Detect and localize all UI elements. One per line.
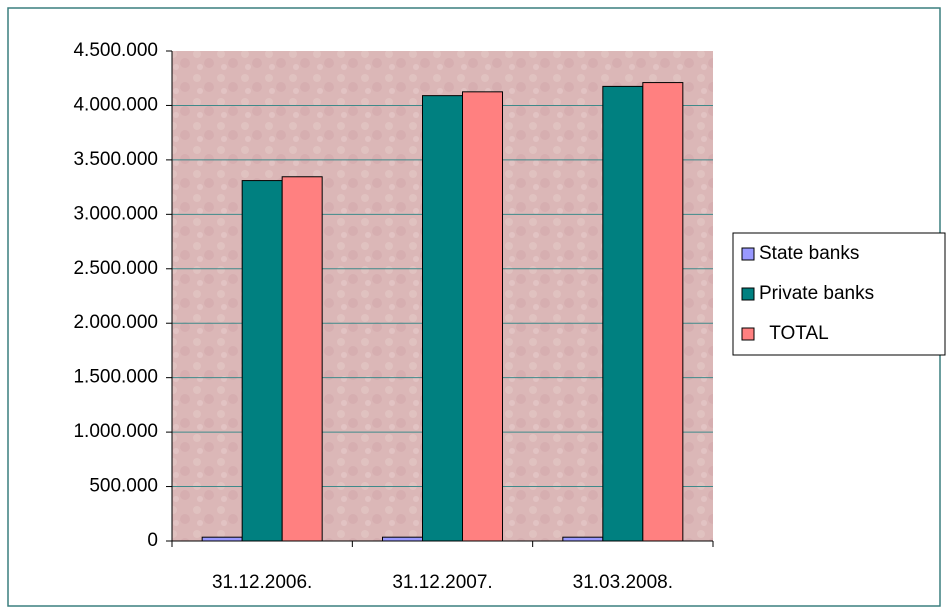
- legend-swatch: [741, 287, 755, 301]
- bar: [642, 82, 684, 542]
- legend-label: Private banks: [759, 283, 874, 304]
- y-tick-label: 500.000: [89, 476, 158, 497]
- legend-box: [732, 232, 946, 356]
- legend-swatch: [741, 247, 755, 261]
- y-tick-label: 4.500.000: [73, 40, 158, 61]
- y-tick-label: 2.000.000: [73, 312, 158, 333]
- y-tick-label: 1.500.000: [73, 367, 158, 388]
- bar: [241, 180, 283, 542]
- legend-label: TOTAL: [759, 323, 829, 344]
- y-tick-label: 0: [147, 530, 158, 551]
- bar: [462, 91, 503, 542]
- bar: [562, 536, 604, 542]
- legend-label: State banks: [759, 243, 859, 264]
- y-tick-label: 2.500.000: [73, 258, 158, 279]
- y-tick-label: 4.000.000: [73, 94, 158, 115]
- bar: [281, 176, 323, 542]
- y-tick-label: 3.000.000: [73, 203, 158, 224]
- bar: [422, 95, 463, 542]
- x-tick-label: 31.12.2006.: [212, 572, 312, 593]
- bar: [602, 85, 644, 542]
- legend-swatch: [741, 327, 755, 341]
- bar: [201, 536, 243, 542]
- y-tick-label: 1.000.000: [73, 421, 158, 442]
- bar: [382, 536, 423, 542]
- x-tick-label: 31.12.2007.: [392, 572, 492, 593]
- x-tick-label: 31.03.2008.: [573, 572, 673, 593]
- y-tick-label: 3.500.000: [73, 149, 158, 170]
